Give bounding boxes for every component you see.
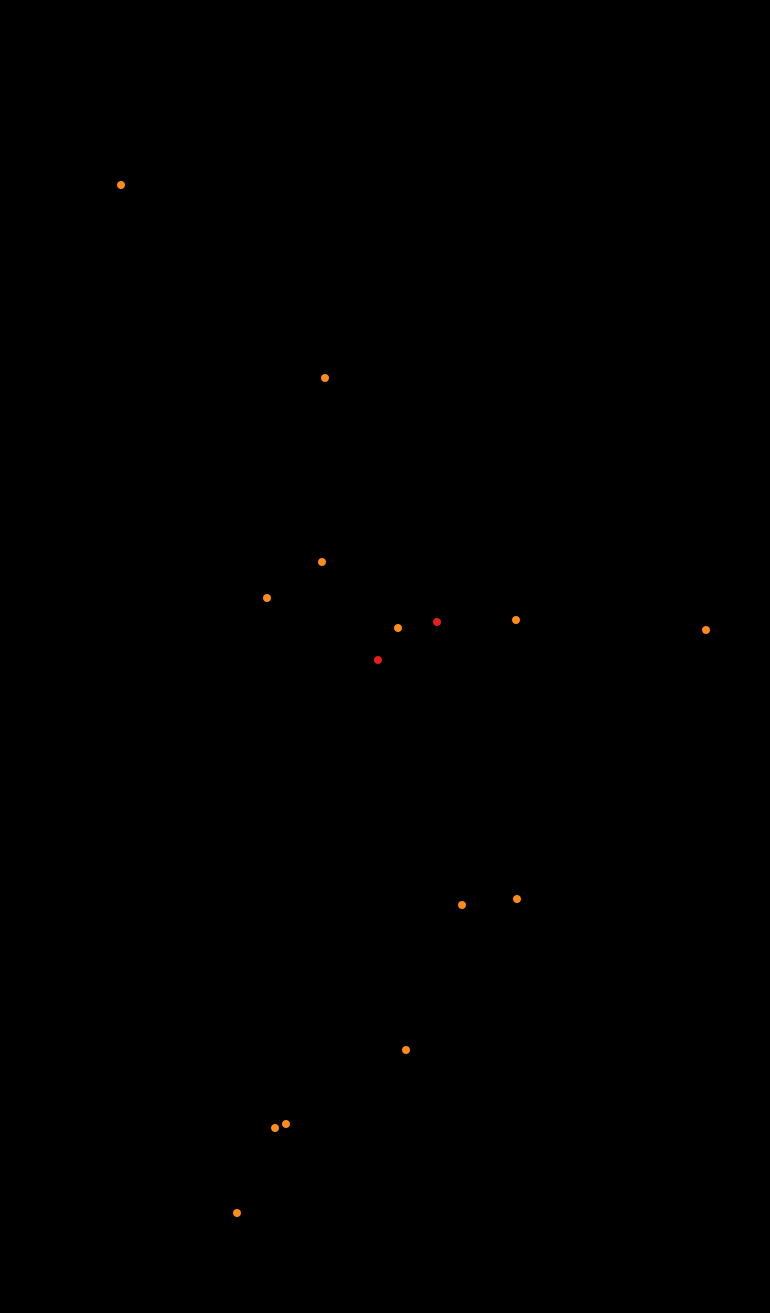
- scatter-point: [271, 1124, 279, 1132]
- scatter-point: [117, 181, 125, 189]
- scatter-point: [402, 1046, 410, 1054]
- scatter-point: [513, 895, 521, 903]
- scatter-point: [282, 1120, 290, 1128]
- scatter-point: [394, 624, 402, 632]
- scatter-point: [321, 374, 329, 382]
- scatter-point: [458, 901, 466, 909]
- scatter-plot: [0, 0, 770, 1313]
- scatter-point: [702, 626, 710, 634]
- scatter-point: [318, 558, 326, 566]
- scatter-point: [233, 1209, 241, 1217]
- scatter-point: [374, 656, 382, 664]
- scatter-point: [263, 594, 271, 602]
- scatter-point: [433, 618, 441, 626]
- scatter-point: [512, 616, 520, 624]
